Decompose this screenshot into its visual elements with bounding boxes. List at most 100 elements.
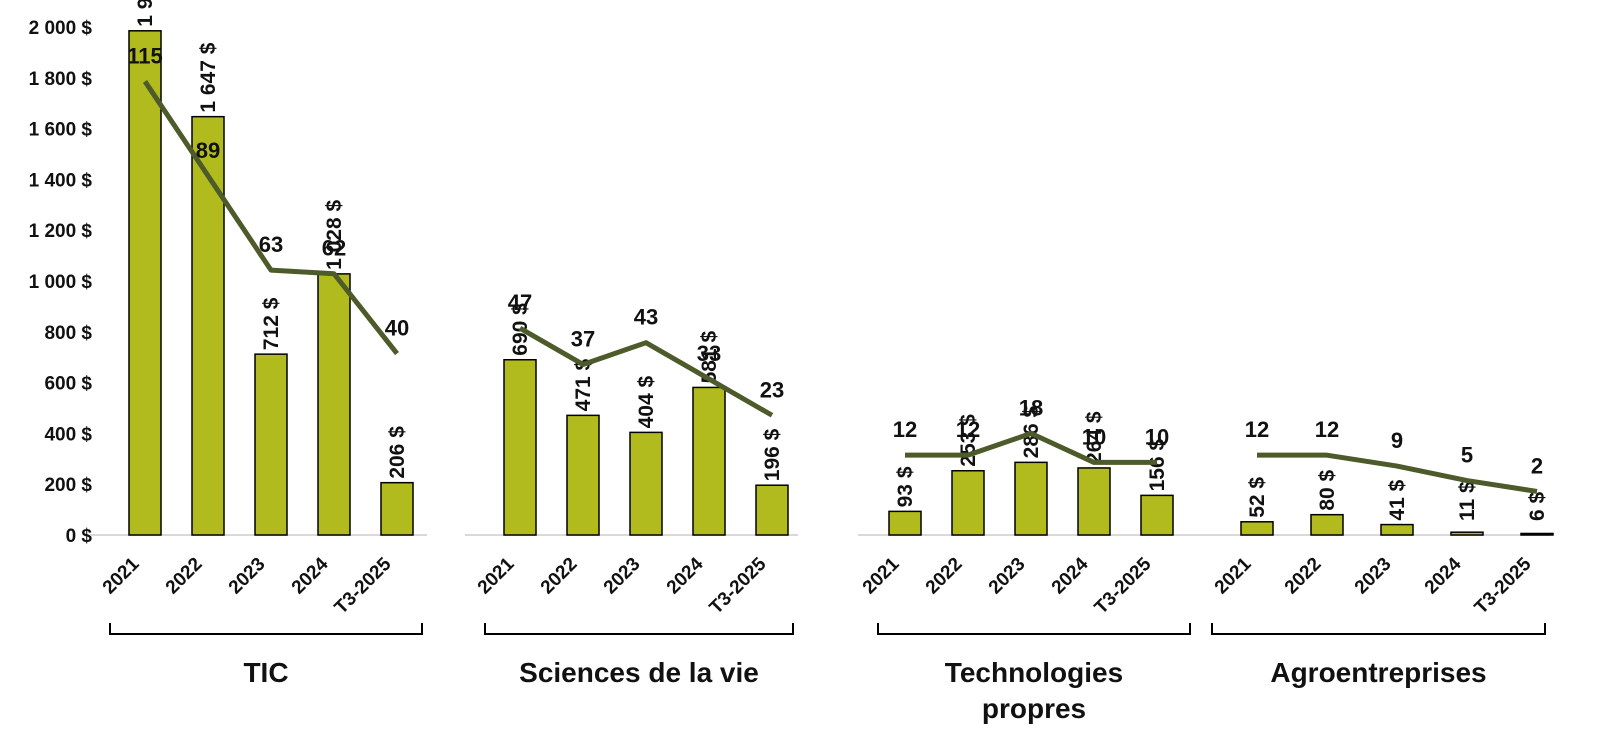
bar-value-label: 404 $	[635, 376, 658, 429]
bar	[1520, 532, 1554, 536]
count-label: 12	[1315, 417, 1339, 442]
bar	[566, 414, 600, 536]
x-tick-label: T3-2025	[706, 553, 771, 618]
bar	[629, 431, 663, 536]
x-tick-label: 2022	[162, 554, 207, 599]
group-bracket	[1211, 623, 1546, 635]
bar	[888, 510, 922, 536]
count-label: 47	[508, 290, 532, 315]
bar-value-label: 156 $	[1146, 439, 1169, 492]
x-tick-label: 2022	[922, 554, 967, 599]
x-tick-label: 2021	[99, 553, 144, 598]
group-bracket	[877, 623, 1191, 635]
bar-value-label: 196 $	[761, 428, 784, 481]
bar	[951, 469, 985, 536]
count-label: 63	[259, 232, 283, 257]
x-tick-label: T3-2025	[1471, 553, 1536, 618]
count-label: 115	[127, 43, 163, 68]
bar	[1077, 467, 1111, 536]
y-tick-label: 0 $	[66, 526, 93, 547]
bar	[128, 30, 162, 536]
x-tick-label: 2024	[663, 553, 708, 598]
count-label: 43	[634, 305, 658, 330]
bar-value-label: 1 985 $	[134, 0, 157, 27]
bar	[1240, 521, 1274, 536]
count-label: 62	[322, 236, 346, 261]
count-label: 37	[571, 326, 595, 351]
count-label: 12	[893, 417, 917, 442]
bar	[1310, 513, 1344, 536]
bar-value-label: 80 $	[1316, 469, 1339, 510]
count-label: 18	[1019, 395, 1043, 420]
bar	[692, 386, 726, 536]
x-tick-label: 2023	[600, 554, 645, 599]
y-tick-label: 800 $	[44, 323, 92, 344]
count-label: 5	[1461, 443, 1473, 468]
count-label: 10	[1145, 424, 1169, 449]
bar-value-label: 41 $	[1386, 479, 1409, 520]
count-line	[518, 326, 774, 418]
bar	[1450, 531, 1484, 536]
bar	[254, 353, 288, 536]
y-tick-label: 400 $	[44, 424, 92, 445]
count-label: 12	[956, 417, 980, 442]
y-tick-label: 2 000 $	[29, 18, 93, 39]
x-tick-label: 2024	[1421, 553, 1466, 598]
count-label: 89	[196, 138, 220, 163]
y-tick-label: 1 600 $	[29, 120, 93, 141]
bar-value-label: 6 $	[1526, 491, 1549, 521]
group-bracket	[109, 623, 423, 635]
x-tick-label: 2023	[985, 554, 1030, 599]
group-label: Agroentreprises	[1270, 657, 1487, 688]
x-tick-label: 2021	[1211, 553, 1256, 598]
bar-value-label: 52 $	[1246, 477, 1269, 518]
bar-value-label: 93 $	[894, 466, 917, 507]
y-tick-label: 1 000 $	[29, 272, 93, 293]
group-label: Technologies propres	[944, 657, 1124, 724]
count-line	[142, 80, 399, 356]
x-tick-label: 2024	[288, 553, 333, 598]
bar-value-label: 1 028 $	[323, 200, 346, 270]
bar-value-label: 1 647 $	[197, 42, 220, 112]
bar-value-label: 206 $	[386, 426, 409, 479]
bar	[503, 358, 537, 536]
count-label: 40	[385, 316, 409, 341]
group-label: Sciences de la vie	[519, 657, 759, 688]
x-tick-label: 2024	[1048, 553, 1093, 598]
bar-value-label: 712 $	[260, 297, 283, 350]
count-label: 23	[760, 377, 784, 402]
bar	[1140, 494, 1174, 536]
count-label: 12	[1245, 417, 1269, 442]
x-tick-label: 2023	[1351, 554, 1396, 599]
bar	[380, 481, 414, 536]
x-tick-label: 2021	[474, 553, 519, 598]
count-label: 2	[1531, 453, 1543, 478]
bar	[191, 115, 225, 536]
bar-value-label: 11 $	[1456, 481, 1479, 521]
count-line	[905, 430, 1157, 465]
bar	[1380, 523, 1414, 536]
x-tick-label: 2022	[1281, 554, 1326, 599]
y-tick-label: 600 $	[44, 374, 92, 395]
bar-value-label: 264 $	[1083, 411, 1106, 464]
y-tick-label: 200 $	[44, 475, 92, 496]
count-line	[1257, 452, 1538, 494]
y-tick-label: 1 400 $	[29, 170, 93, 191]
x-tick-label: T3-2025	[331, 553, 396, 618]
bar	[1014, 461, 1048, 536]
y-tick-label: 1 800 $	[29, 69, 93, 90]
x-tick-label: 2022	[537, 554, 582, 599]
bar-value-label: 581 $	[698, 331, 721, 384]
bar	[317, 273, 351, 536]
bar-value-label: 471 $	[572, 358, 595, 411]
y-tick-label: 1 200 $	[29, 221, 93, 242]
count-label: 10	[1082, 424, 1106, 449]
count-label: 9	[1391, 428, 1403, 453]
x-tick-label: 2023	[225, 554, 270, 599]
x-tick-label: T3-2025	[1091, 553, 1156, 618]
bar	[755, 484, 789, 536]
group-label: TIC	[243, 657, 289, 688]
count-label: 33	[697, 341, 721, 366]
x-tick-label: 2021	[859, 553, 904, 598]
